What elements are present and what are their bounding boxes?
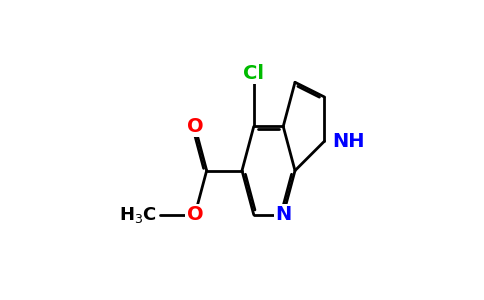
Text: Cl: Cl	[243, 64, 264, 83]
Text: N: N	[275, 205, 291, 224]
Text: NH: NH	[332, 132, 364, 151]
Text: H$_3$C: H$_3$C	[119, 205, 157, 225]
Text: O: O	[186, 205, 203, 224]
Text: O: O	[186, 117, 203, 136]
